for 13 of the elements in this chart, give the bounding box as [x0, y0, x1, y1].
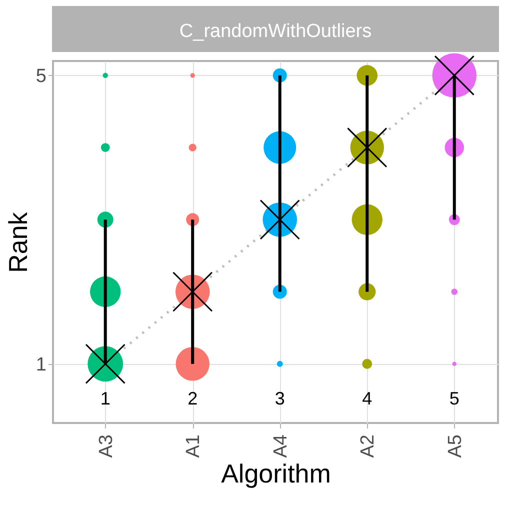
x-axis-title: Algorithm: [221, 458, 331, 489]
x-tick-label: A3: [96, 434, 117, 458]
annotation: 5: [449, 388, 460, 408]
annotation: 3: [274, 388, 285, 408]
y-axis-title: Rank: [2, 211, 33, 273]
x-tick-label: A1: [183, 434, 204, 458]
annotation: 1: [100, 388, 110, 408]
x-tick-label: A2: [358, 434, 379, 458]
x-tick-label: A4: [270, 434, 292, 458]
annotation: 2: [188, 388, 198, 408]
x-tick-label: A5: [444, 434, 466, 458]
chart-title: C_randomWithOutliers: [179, 21, 372, 42]
annotation: 4: [362, 388, 372, 408]
